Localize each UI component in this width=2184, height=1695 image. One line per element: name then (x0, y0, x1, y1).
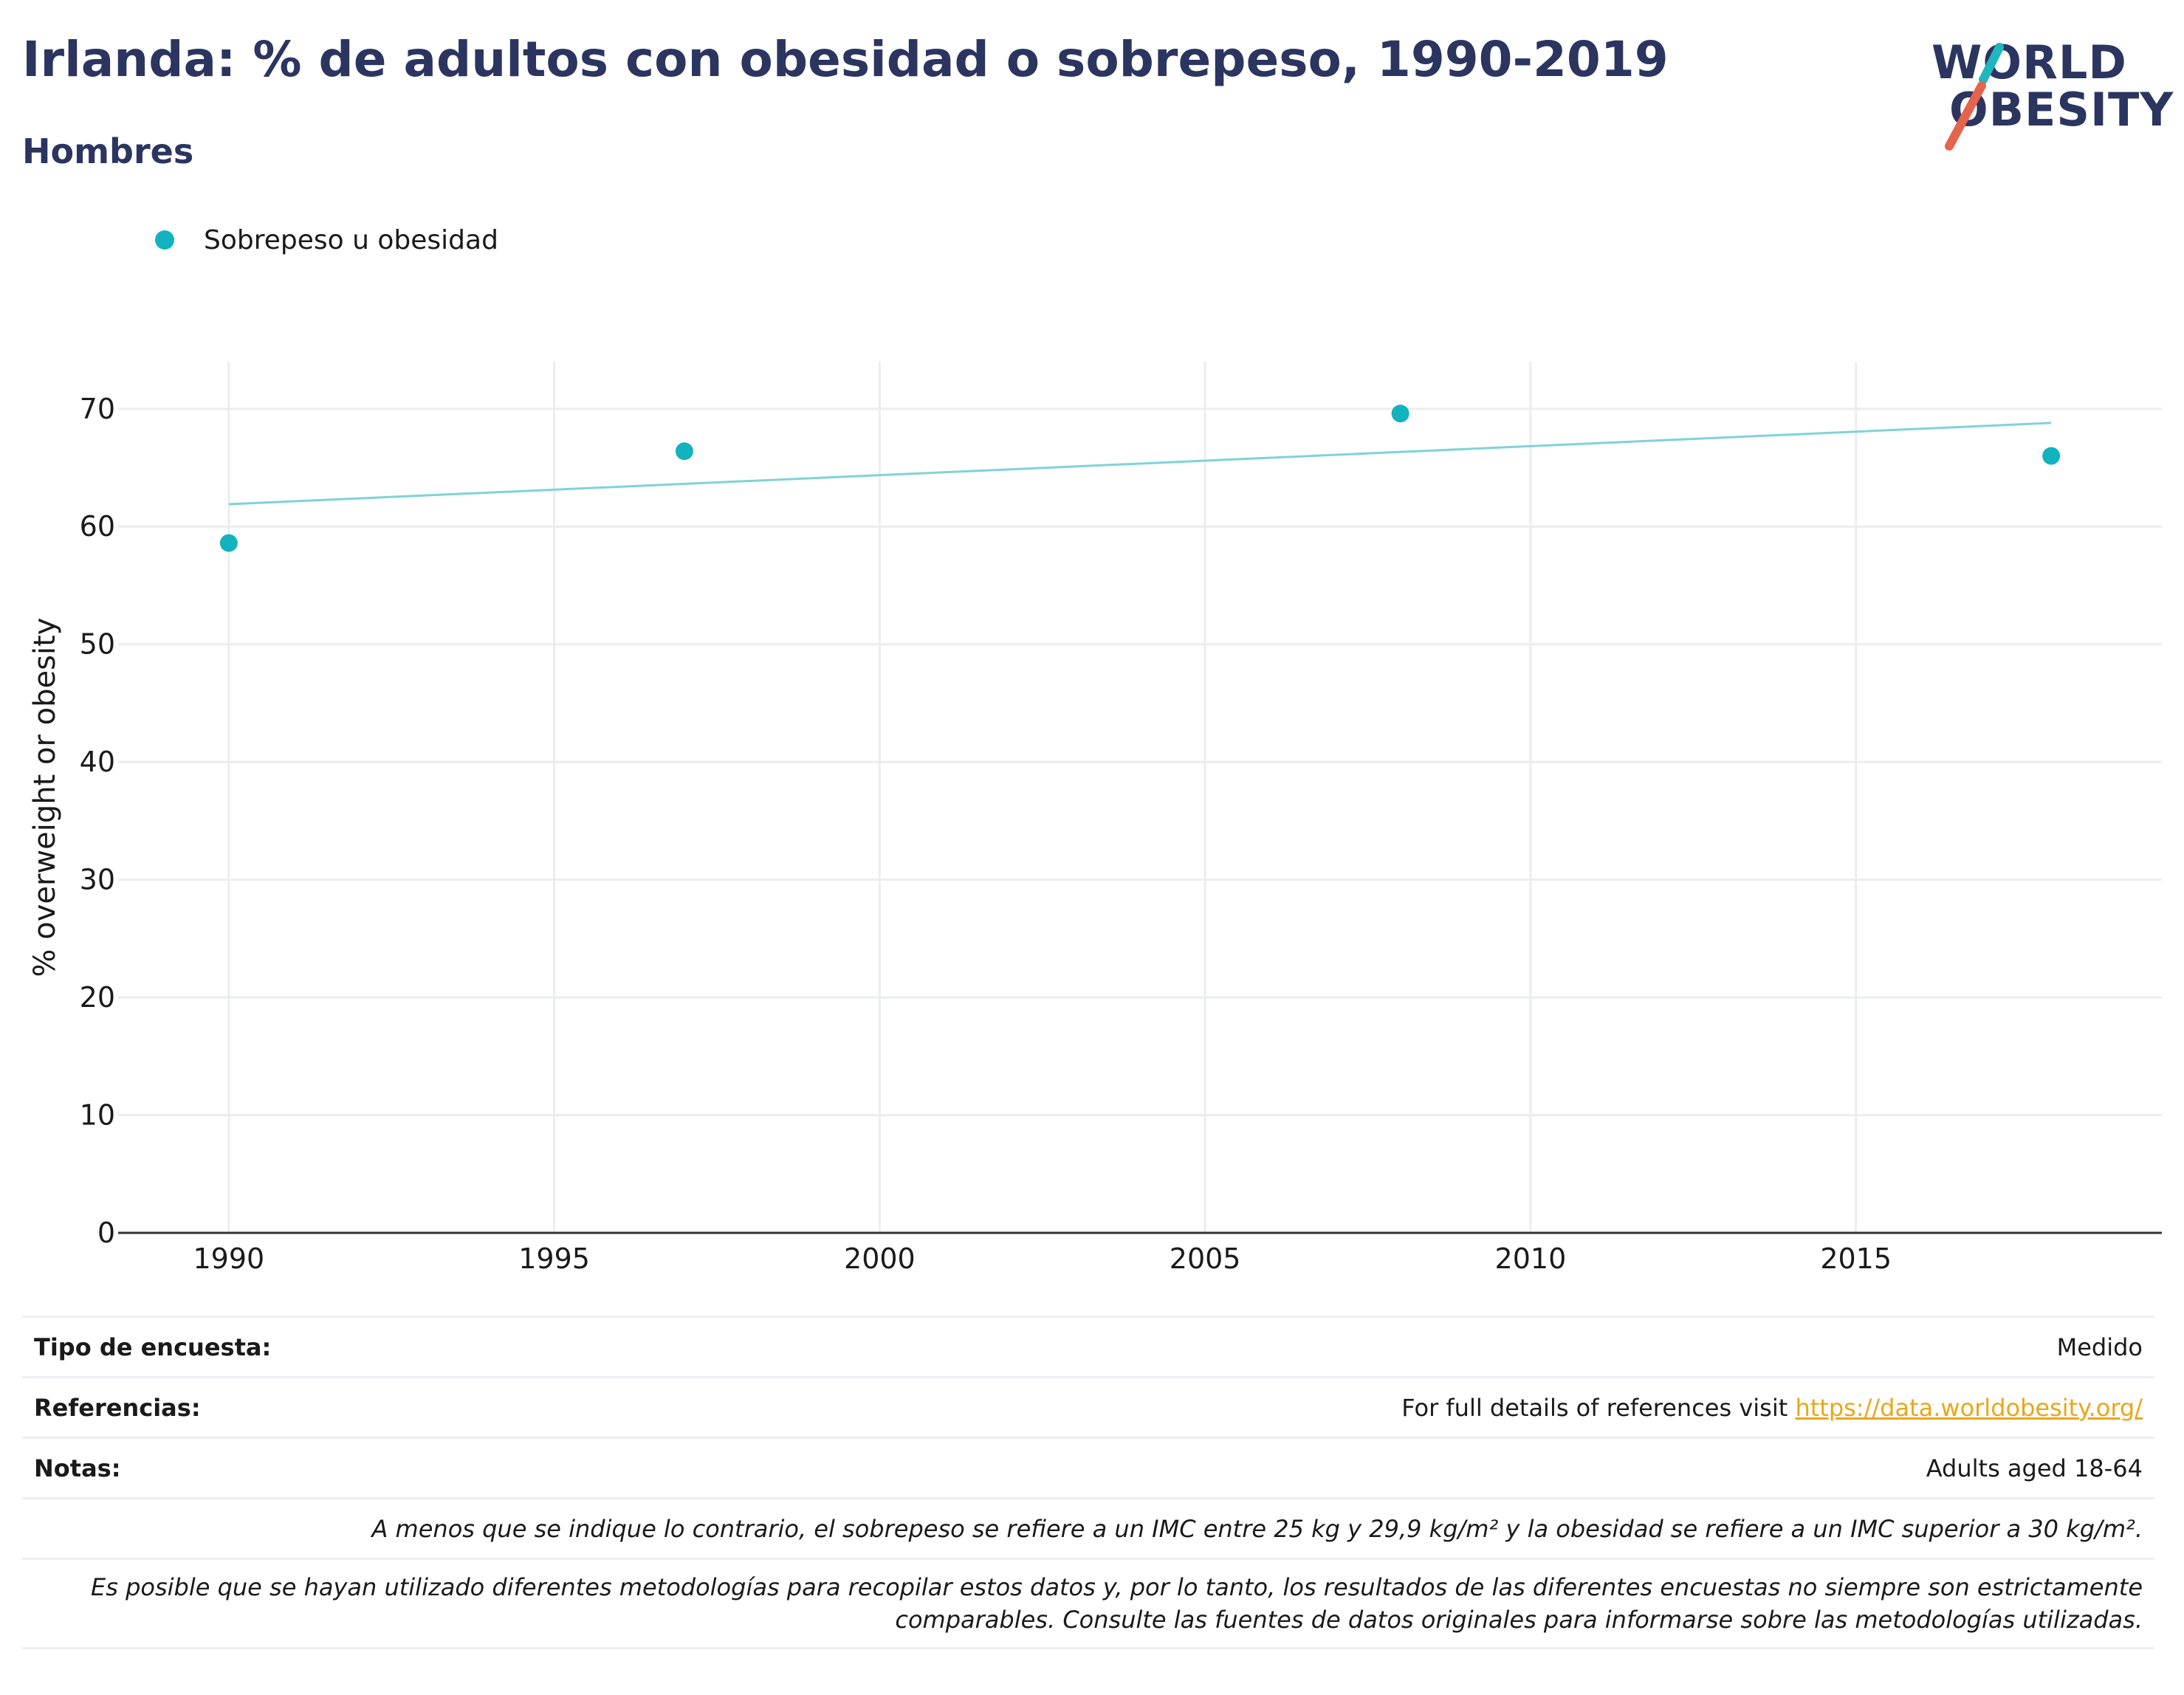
data-point (675, 442, 693, 461)
data-points (219, 405, 2061, 552)
world-obesity-logo: WORLD OBESITY (1920, 21, 2174, 161)
scatter-chart: 1990 1995 2000 2005 2010 2015010203040506070 … (28, 362, 2162, 1275)
bmi-note-row: A menos que se indique lo contrario, el … (22, 1497, 2154, 1558)
legend-label: Sobrepeso u obesidad (204, 224, 498, 255)
bmi-note: A menos que se indique lo contrario, el … (371, 1514, 2143, 1543)
y-tick-label: 50 (80, 628, 115, 661)
trendline (228, 422, 2052, 506)
chart-subtitle: Hombres (22, 131, 194, 171)
survey-type-row: Tipo de encuesta: Medido (22, 1316, 2154, 1376)
data-point (219, 534, 238, 552)
logo-slash-icon (1945, 43, 2004, 151)
axes: 1990 1995 2000 2005 2010 2015 0 10 20 30 40 50 60 70 (80, 393, 2162, 1275)
data-point (1391, 405, 1409, 423)
references-text: For full details of references visit (1401, 1393, 1796, 1422)
x-tick-label: 2000 (844, 1242, 916, 1275)
y-tick-label: 30 (80, 864, 115, 896)
methods-note-row: Es posible que se hayan utilizado difere… (22, 1558, 2154, 1649)
y-tick-label: 60 (80, 510, 115, 543)
chart-legend: Sobrepeso u obesidad (155, 221, 498, 258)
references-link[interactable]: https://data.worldobesity.org/ (1795, 1393, 2143, 1422)
y-tick-label: 10 (80, 1099, 115, 1132)
x-tick-label: 2015 (1820, 1242, 1892, 1275)
legend-marker (155, 230, 174, 250)
logo-text-line2: OBESITY (1949, 83, 2174, 137)
methods-note-line1: Es posible que se hayan utilizado difere… (91, 1573, 2143, 1601)
y-tick-label: 20 (80, 981, 115, 1014)
references-label: Referencias: (34, 1393, 201, 1422)
x-tick-label: 2010 (1495, 1242, 1567, 1275)
grid-lines (118, 362, 2162, 1233)
notes-value: Adults aged 18-64 (1926, 1454, 2143, 1482)
data-point (2042, 447, 2061, 465)
y-tick-label: 70 (80, 393, 115, 425)
methods-note-line2: comparables. Consulte las fuentes de dat… (895, 1606, 2143, 1634)
y-tick-label: 0 (97, 1217, 115, 1249)
trendline-segment (228, 422, 2052, 506)
x-tick-label: 1995 (518, 1242, 590, 1275)
chart-title: Irlanda: % de adultos con obesidad o sob… (22, 31, 1669, 88)
info-table: Tipo de encuesta: Medido Referencias: Fo… (22, 1316, 2154, 1649)
y-tick-label: 40 (80, 746, 115, 778)
survey-type-value: Medido (2056, 1333, 2143, 1361)
references-value: For full details of references visit htt… (1401, 1394, 2143, 1422)
logo-text-line1: WORLD (1931, 35, 2127, 89)
x-tick-label: 2005 (1170, 1242, 1241, 1275)
references-row: Referencias: For full details of referen… (22, 1376, 2154, 1437)
notes-label: Notas: (34, 1454, 121, 1482)
y-axis-label: % overweight or obesity (28, 618, 62, 977)
notes-row: Notas: Adults aged 18-64 (22, 1437, 2154, 1497)
x-tick-label: 1990 (193, 1242, 265, 1275)
survey-type-label: Tipo de encuesta: (34, 1333, 272, 1361)
